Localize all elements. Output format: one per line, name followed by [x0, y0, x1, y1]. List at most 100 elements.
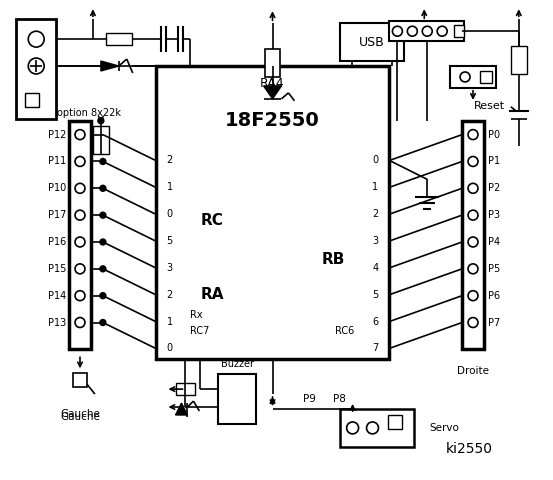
Text: 3: 3 [166, 263, 173, 273]
Circle shape [75, 237, 85, 247]
Text: Gauche: Gauche [60, 409, 100, 419]
Circle shape [100, 266, 106, 272]
Polygon shape [101, 61, 119, 71]
Text: P12: P12 [48, 130, 66, 140]
Circle shape [468, 291, 478, 300]
Text: Buzzer: Buzzer [221, 359, 254, 369]
Text: P1: P1 [488, 156, 500, 167]
Text: RB: RB [321, 252, 345, 267]
Text: Droite: Droite [457, 366, 489, 376]
Bar [340, 409, 414, 447]
Bar [454, 25, 464, 37]
Circle shape [468, 130, 478, 140]
Bar [511, 46, 527, 74]
Text: 5: 5 [166, 236, 173, 246]
Circle shape [100, 293, 106, 299]
Text: 2: 2 [372, 209, 379, 219]
Text: P15: P15 [48, 264, 66, 274]
Text: 18F2550: 18F2550 [225, 111, 320, 130]
Text: 6: 6 [372, 316, 379, 326]
Circle shape [28, 31, 44, 47]
Polygon shape [264, 86, 281, 99]
Circle shape [100, 239, 106, 245]
Bar [264, 49, 280, 77]
Circle shape [75, 210, 85, 220]
Text: P3: P3 [488, 210, 500, 220]
Circle shape [468, 264, 478, 274]
Bar [155, 66, 389, 360]
Text: RC: RC [200, 213, 223, 228]
Polygon shape [175, 403, 187, 415]
Text: P5: P5 [488, 264, 500, 274]
Bar [106, 33, 132, 45]
Text: 0: 0 [372, 156, 379, 166]
Circle shape [408, 26, 418, 36]
Circle shape [422, 26, 432, 36]
Text: Reset: Reset [474, 101, 505, 111]
Text: P7: P7 [488, 317, 500, 327]
Text: P13: P13 [48, 317, 66, 327]
Circle shape [468, 183, 478, 193]
Bar [388, 415, 403, 429]
Text: 0: 0 [166, 343, 173, 353]
Text: option 8x22k: option 8x22k [57, 108, 121, 118]
Text: P17: P17 [48, 210, 66, 220]
Text: P4: P4 [488, 237, 500, 247]
Text: Gauche: Gauche [60, 412, 100, 422]
Bar [389, 21, 464, 41]
Text: P14: P14 [48, 291, 66, 300]
Circle shape [28, 58, 44, 74]
Text: P0: P0 [488, 130, 500, 140]
Bar [93, 126, 109, 154]
Text: 7: 7 [372, 343, 379, 353]
Text: USB: USB [359, 36, 385, 48]
Circle shape [347, 422, 358, 434]
Bar [25, 93, 39, 107]
Text: P10: P10 [48, 183, 66, 193]
Circle shape [75, 264, 85, 274]
Circle shape [393, 26, 403, 36]
Circle shape [75, 291, 85, 300]
Text: 0: 0 [166, 209, 173, 219]
Text: RA4: RA4 [260, 77, 285, 90]
Bar [462, 120, 484, 349]
Bar [69, 120, 91, 349]
Bar [480, 71, 492, 83]
Text: 1: 1 [372, 182, 379, 192]
Text: P9: P9 [304, 394, 316, 404]
Text: 4: 4 [372, 263, 379, 273]
Text: RA: RA [200, 287, 224, 302]
Circle shape [460, 72, 470, 82]
Text: ki2550: ki2550 [446, 442, 493, 456]
Circle shape [75, 183, 85, 193]
Text: 2: 2 [166, 156, 173, 166]
Circle shape [75, 130, 85, 140]
Circle shape [100, 185, 106, 192]
Circle shape [437, 26, 447, 36]
Text: RC7: RC7 [190, 326, 210, 336]
Text: P6: P6 [488, 291, 500, 300]
Bar [175, 383, 195, 395]
Text: P16: P16 [48, 237, 66, 247]
Circle shape [468, 318, 478, 327]
Text: 1: 1 [166, 182, 173, 192]
Bar [73, 373, 87, 387]
Circle shape [100, 132, 106, 138]
Circle shape [100, 158, 106, 165]
Text: Servo: Servo [429, 423, 459, 433]
Circle shape [468, 210, 478, 220]
Text: 1: 1 [166, 316, 173, 326]
Circle shape [100, 320, 106, 325]
Circle shape [468, 237, 478, 247]
Text: 5: 5 [372, 290, 379, 300]
Bar [340, 23, 404, 61]
Text: 3: 3 [372, 236, 379, 246]
Text: P11: P11 [48, 156, 66, 167]
Circle shape [98, 118, 104, 124]
Circle shape [367, 422, 378, 434]
Bar [450, 66, 496, 88]
Circle shape [468, 156, 478, 167]
Circle shape [75, 318, 85, 327]
Text: Rx: Rx [190, 310, 203, 320]
Bar [218, 374, 256, 424]
